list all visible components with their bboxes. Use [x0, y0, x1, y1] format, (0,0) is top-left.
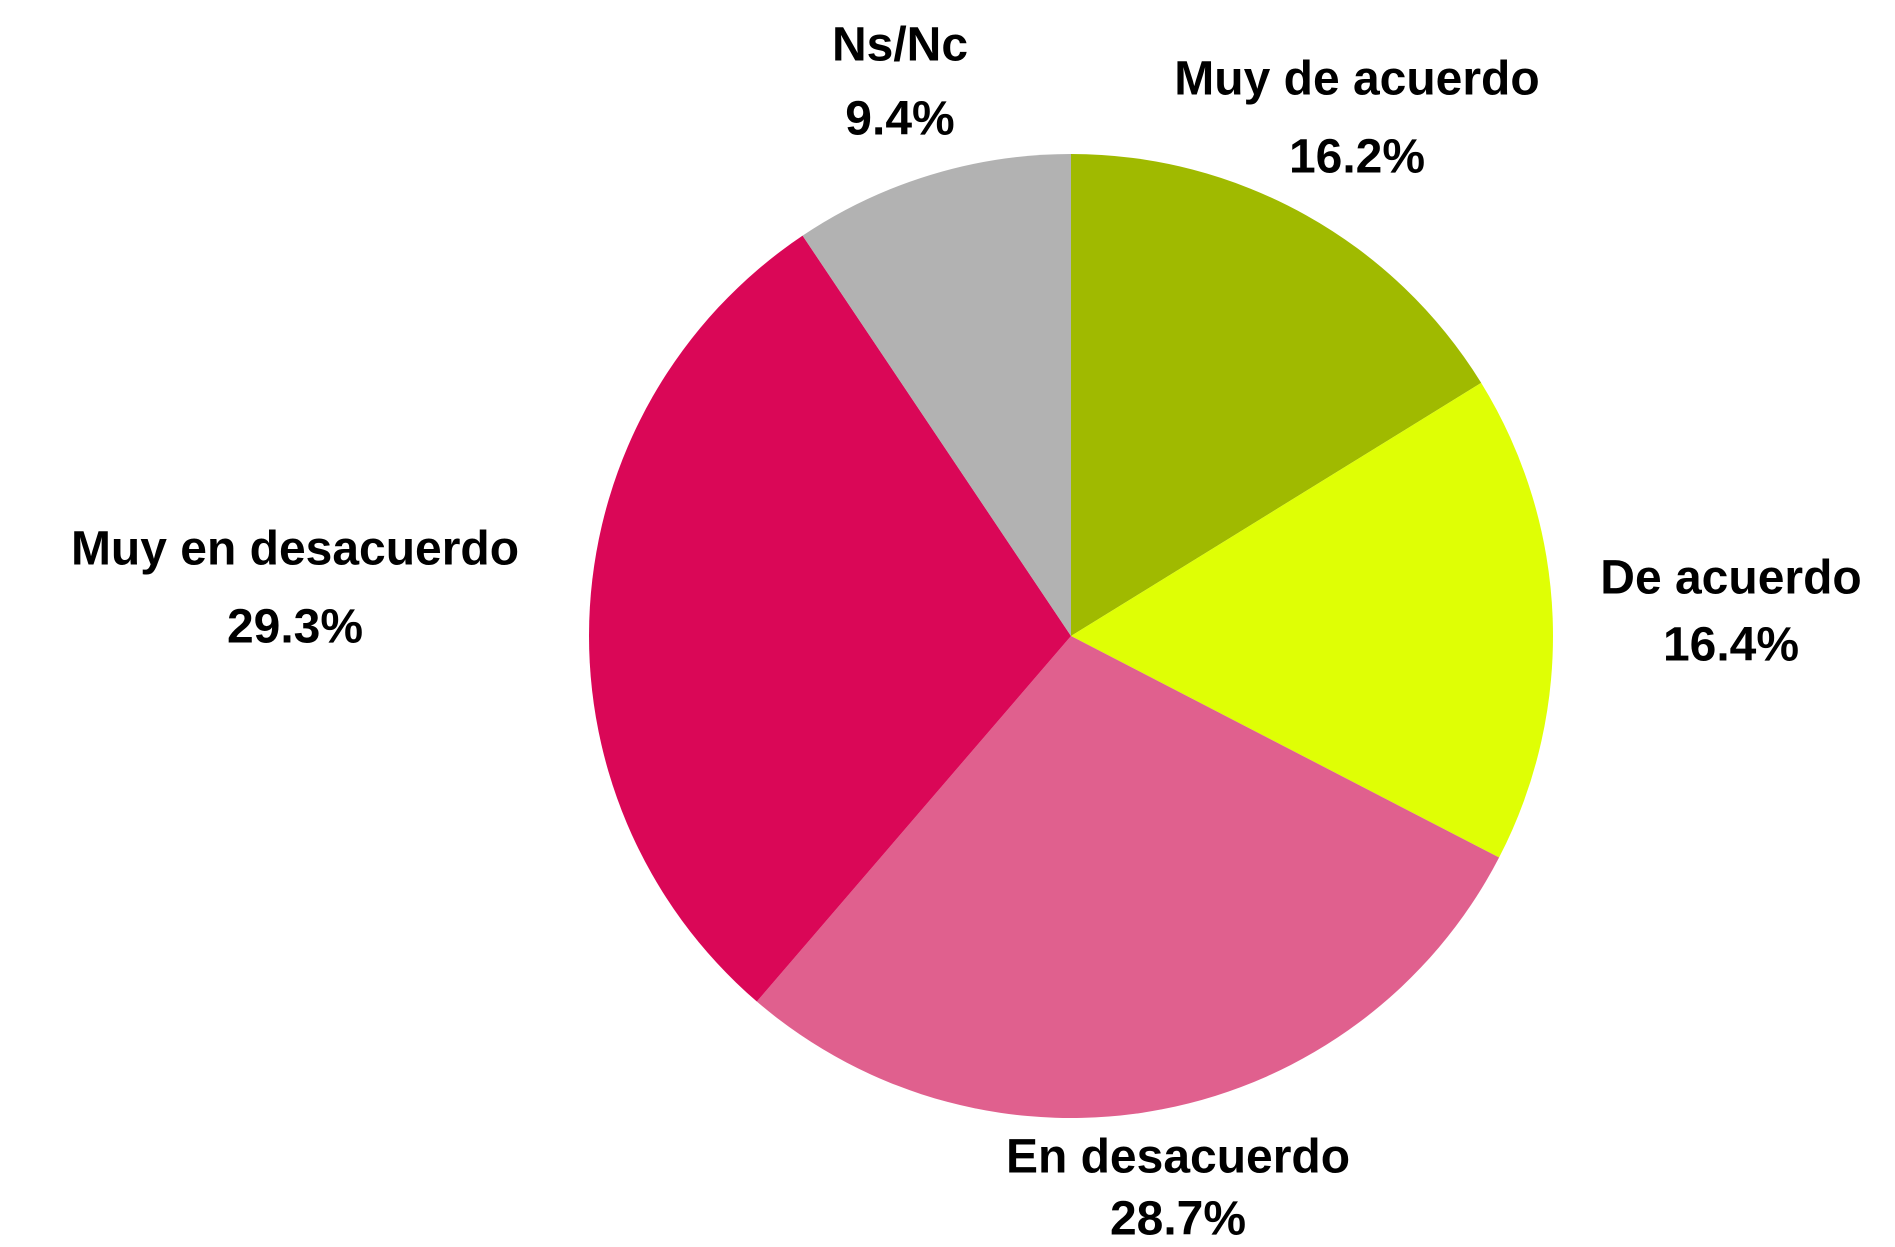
slice-value-label: 29.3% [227, 601, 363, 654]
slice-label: Muy de acuerdo [1174, 53, 1539, 106]
pie-slice [756, 636, 1500, 1118]
pie-slice [589, 235, 1071, 1002]
slice-value-label: 16.2% [1289, 131, 1425, 184]
slice-value-label: 9.4% [845, 93, 954, 146]
slice-value-label: 28.7% [1110, 1193, 1246, 1246]
pie-slice [802, 154, 1071, 636]
slice-value-label: 16.4% [1663, 619, 1799, 672]
slice-label: Muy en desacuerdo [71, 523, 519, 576]
slice-label: Ns/Nc [832, 19, 968, 72]
pie-slice [1071, 154, 1482, 636]
slice-label: En desacuerdo [1006, 1131, 1350, 1184]
pie-slice [1071, 382, 1554, 858]
slice-label: De acuerdo [1600, 552, 1861, 605]
